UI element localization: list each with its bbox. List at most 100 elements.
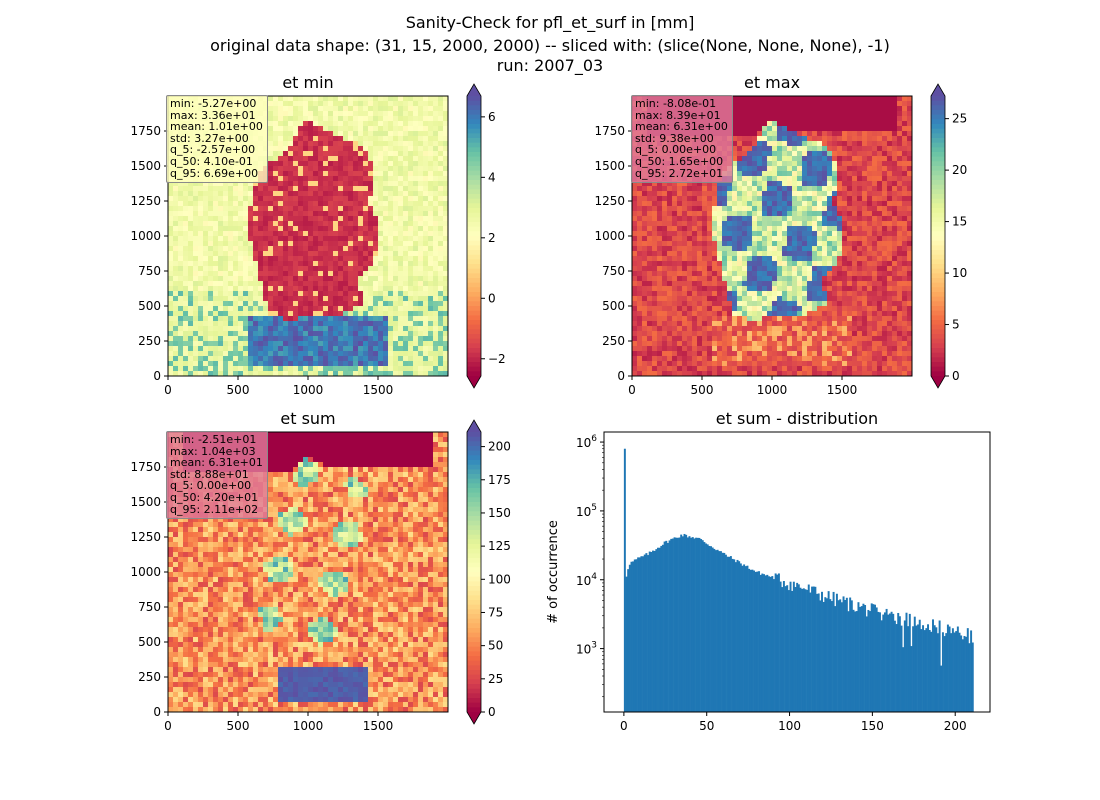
heatmap-cell [418,246,424,252]
heatmap-cell [413,266,419,272]
heatmap-cell [757,356,763,362]
heatmap-cell [388,191,394,197]
heatmap-cell [223,181,229,187]
heatmap-cell [233,351,239,357]
heatmap-cell [722,316,728,322]
heatmap-cell [697,336,703,342]
heatmap-cell [762,336,768,342]
heatmap-cell [403,161,409,167]
heatmap-cell [178,326,184,332]
heatmap-cell [742,251,748,257]
heatmap-cell [283,361,289,367]
heatmap-cell [777,276,783,282]
heatmap-cell [747,356,753,362]
heatmap-cell [223,261,229,267]
heatmap-cell [328,136,334,142]
heatmap-cell [777,306,783,312]
heatmap-cell [647,321,653,327]
heatmap-cell [647,331,653,337]
heatmap-cell [662,306,668,312]
heatmap-cell [258,271,264,277]
heatmap-cell [408,321,414,327]
heatmap-cell [303,341,309,347]
heatmap-cell [443,171,449,177]
heatmap-cell [313,356,319,362]
heatmap-cell [642,281,648,287]
heatmap-cell [323,281,329,287]
heatmap-cell [632,226,638,232]
heatmap-cell [228,186,234,192]
heatmap-cell [268,306,274,312]
heatmap-cell [293,266,299,272]
heatmap-cell [298,226,304,232]
heatmap-cell [308,221,314,227]
heatmap-cell [433,261,439,267]
heatmap-cell [398,216,404,222]
heatmap-cell [328,346,334,352]
heatmap-cell [712,321,718,327]
heatmap-cell [692,231,698,237]
heatmap-cell [178,311,184,317]
heatmap-cell [178,236,184,242]
heatmap-cell [373,271,379,277]
heatmap-cell [228,331,234,337]
heatmap-cell [213,281,219,287]
heatmap-cell [433,356,439,362]
heatmap-cell [697,186,703,192]
heatmap-cell [313,201,319,207]
heatmap-cell [667,346,673,352]
heatmap-cell [198,366,204,372]
heatmap-cell [283,126,289,132]
y-tick-label: 500 [138,299,161,313]
heatmap-cell [682,336,688,342]
heatmap-cell [208,196,214,202]
heatmap-cell [762,321,768,327]
heatmap-cell [682,321,688,327]
heatmap-cell [747,216,753,222]
heatmap-cell [248,191,254,197]
heatmap-cell [383,106,389,112]
heatmap-cell [228,241,234,247]
heatmap-cell [767,351,773,357]
heatmap-cell [732,171,738,177]
heatmap-cell [218,181,224,187]
heatmap-cell [762,291,768,297]
heatmap-cell [328,291,334,297]
heatmap-cell [772,216,778,222]
heatmap-cell [652,246,658,252]
heatmap-cell [433,206,439,212]
heatmap-cell [233,261,239,267]
heatmap-cell [403,311,409,317]
heatmap-cell [348,281,354,287]
heatmap-cell [727,281,733,287]
colorbar-segment [467,161,481,167]
heatmap-cell [193,336,199,342]
heatmap-cell [183,216,189,222]
heatmap-cell [662,291,668,297]
heatmap-cell [368,326,374,332]
heatmap-cell [662,186,668,192]
heatmap-cell [348,126,354,132]
heatmap-cell [742,96,748,102]
heatmap-cell [443,131,449,137]
heatmap-cell [368,156,374,162]
heatmap-cell [388,231,394,237]
heatmap-cell [428,356,434,362]
heatmap-cell [348,341,354,347]
heatmap-cell [343,356,349,362]
heatmap-cell [253,181,259,187]
heatmap-cell [632,186,638,192]
heatmap-cell [657,296,663,302]
heatmap-cell [657,211,663,217]
heatmap-cell [188,286,194,292]
heatmap-cell [253,196,259,202]
heatmap-cell [248,321,254,327]
heatmap-cell [363,121,369,127]
heatmap-cell [188,196,194,202]
heatmap-cell [742,221,748,227]
heatmap-cell [238,346,244,352]
heatmap-cell [423,141,429,147]
heatmap-cell [333,336,339,342]
heatmap-cell [293,136,299,142]
heatmap-cell [308,276,314,282]
